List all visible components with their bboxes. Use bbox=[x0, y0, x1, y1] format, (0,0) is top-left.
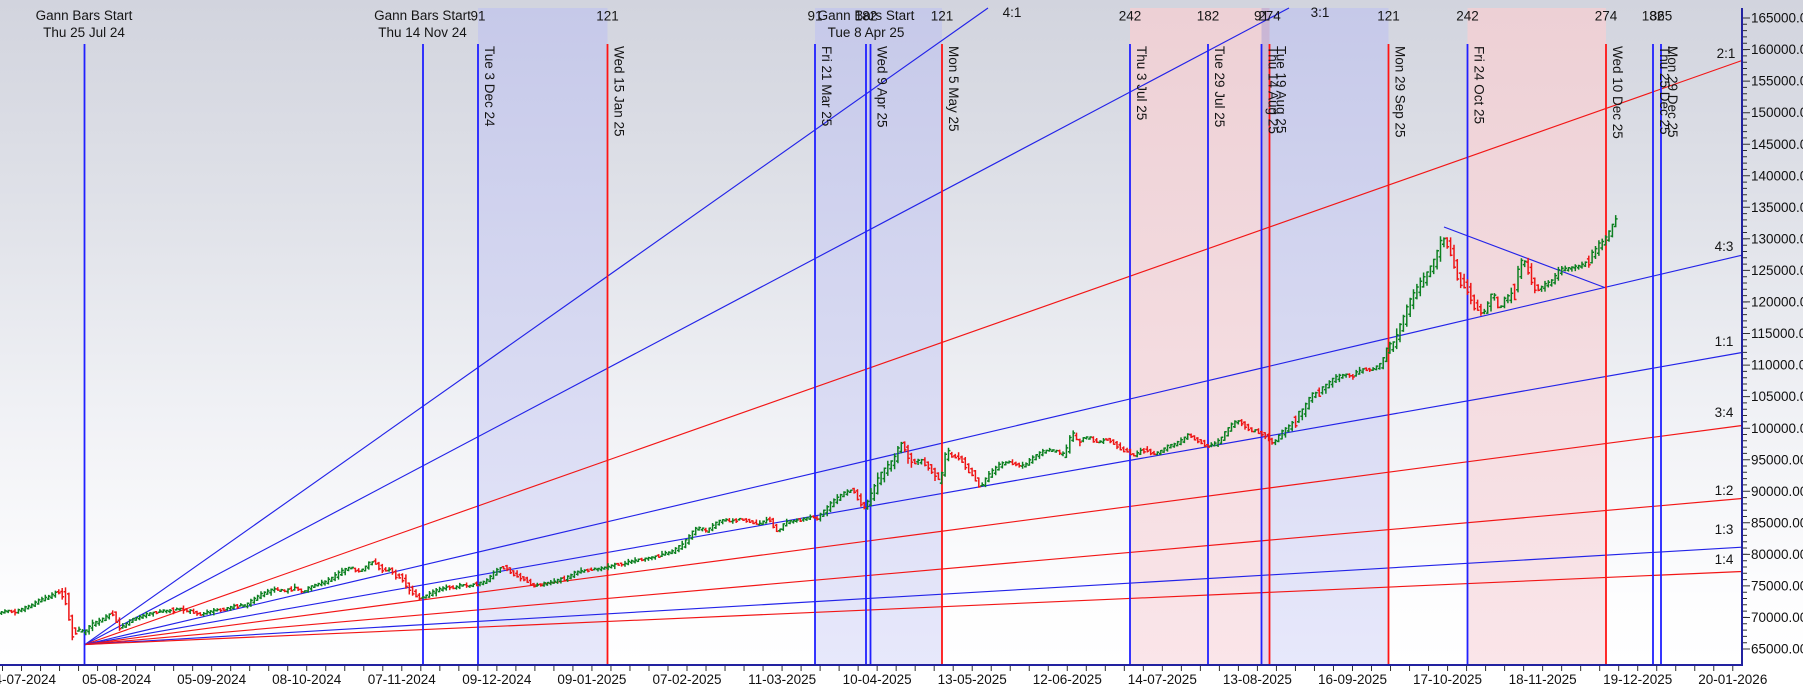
svg-text:Gann Bars Start: Gann Bars Start bbox=[374, 8, 471, 23]
svg-text:Wed 15 Jan 25: Wed 15 Jan 25 bbox=[612, 46, 627, 137]
svg-text:182: 182 bbox=[855, 9, 878, 24]
svg-text:Mon 29 Sep 25: Mon 29 Sep 25 bbox=[1393, 46, 1408, 138]
svg-text:100000.00: 100000.00 bbox=[1751, 421, 1803, 436]
svg-text:242: 242 bbox=[1456, 9, 1479, 24]
svg-text:182: 182 bbox=[1197, 9, 1220, 24]
svg-text:Thu 25 Jul 24: Thu 25 Jul 24 bbox=[43, 25, 125, 40]
svg-text:1:4: 1:4 bbox=[1715, 552, 1734, 567]
svg-text:Tue 8 Apr 25: Tue 8 Apr 25 bbox=[828, 25, 905, 40]
svg-text:145000.00: 145000.00 bbox=[1751, 137, 1803, 152]
svg-text:20-01-2026: 20-01-2026 bbox=[1698, 672, 1767, 687]
svg-text:274: 274 bbox=[1595, 9, 1618, 24]
svg-text:91: 91 bbox=[1254, 9, 1269, 24]
svg-text:3:1: 3:1 bbox=[1311, 5, 1330, 20]
svg-text:121: 121 bbox=[596, 9, 619, 24]
svg-text:70000.00: 70000.00 bbox=[1751, 610, 1803, 625]
svg-text:110000.00: 110000.00 bbox=[1751, 358, 1803, 373]
svg-text:13-05-2025: 13-05-2025 bbox=[938, 672, 1007, 687]
svg-text:Wed 10 Dec 25: Wed 10 Dec 25 bbox=[1610, 46, 1625, 139]
svg-text:95000.00: 95000.00 bbox=[1751, 452, 1803, 467]
svg-text:80000.00: 80000.00 bbox=[1751, 547, 1803, 562]
svg-text:05-08-2024: 05-08-2024 bbox=[82, 672, 152, 687]
svg-text:75000.00: 75000.00 bbox=[1751, 579, 1803, 594]
svg-text:16-09-2025: 16-09-2025 bbox=[1318, 672, 1387, 687]
svg-text:09-01-2025: 09-01-2025 bbox=[557, 672, 626, 687]
svg-text:18-11-2025: 18-11-2025 bbox=[1509, 672, 1577, 687]
svg-text:Tue 19 Aug 25: Tue 19 Aug 25 bbox=[1274, 46, 1289, 133]
svg-text:85000.00: 85000.00 bbox=[1751, 515, 1803, 530]
svg-text:07-11-2024: 07-11-2024 bbox=[368, 672, 437, 687]
svg-text:Thu 14 Nov 24: Thu 14 Nov 24 bbox=[378, 25, 467, 40]
svg-text:165000.00: 165000.00 bbox=[1751, 11, 1803, 26]
svg-text:65000.00: 65000.00 bbox=[1751, 642, 1803, 657]
svg-text:115000.00: 115000.00 bbox=[1751, 326, 1803, 341]
svg-text:Thu 14 Aug 25: Thu 14 Aug 25 bbox=[1266, 46, 1281, 134]
svg-text:10-04-2025: 10-04-2025 bbox=[843, 672, 912, 687]
svg-text:91: 91 bbox=[470, 9, 485, 24]
svg-text:121: 121 bbox=[931, 9, 954, 24]
svg-text:12-06-2025: 12-06-2025 bbox=[1033, 672, 1102, 687]
svg-text:121: 121 bbox=[1377, 9, 1400, 24]
svg-text:17-10-2025: 17-10-2025 bbox=[1413, 672, 1482, 687]
svg-text:Tue 3 Dec 24: Tue 3 Dec 24 bbox=[482, 46, 497, 127]
svg-text:125000.00: 125000.00 bbox=[1751, 263, 1803, 278]
svg-text:09-12-2024: 09-12-2024 bbox=[462, 672, 532, 687]
svg-text:3:4: 3:4 bbox=[1715, 405, 1734, 420]
svg-text:274: 274 bbox=[1258, 9, 1281, 24]
svg-text:135000.00: 135000.00 bbox=[1751, 200, 1803, 215]
svg-text:4:3: 4:3 bbox=[1715, 239, 1734, 254]
svg-text:1:1: 1:1 bbox=[1715, 334, 1734, 349]
svg-text:Gann Bars Start: Gann Bars Start bbox=[36, 8, 133, 23]
svg-text:155000.00: 155000.00 bbox=[1751, 74, 1803, 89]
svg-text:Tue 29 Jul 25: Tue 29 Jul 25 bbox=[1212, 46, 1227, 127]
svg-text:130000.00: 130000.00 bbox=[1751, 231, 1803, 246]
svg-text:1:2: 1:2 bbox=[1715, 483, 1734, 498]
svg-text:120000.00: 120000.00 bbox=[1751, 295, 1803, 310]
svg-text:140000.00: 140000.00 bbox=[1751, 168, 1803, 183]
svg-text:Mon 5 May 25: Mon 5 May 25 bbox=[946, 46, 961, 132]
svg-text:160000.00: 160000.00 bbox=[1751, 42, 1803, 57]
svg-text:2:1: 2:1 bbox=[1717, 46, 1736, 61]
svg-text:150000.00: 150000.00 bbox=[1751, 105, 1803, 120]
svg-text:05-09-2024: 05-09-2024 bbox=[177, 672, 247, 687]
svg-text:14-07-2025: 14-07-2025 bbox=[1128, 672, 1197, 687]
svg-text:07-02-2025: 07-02-2025 bbox=[652, 672, 721, 687]
svg-text:Fri 21 Mar 25: Fri 21 Mar 25 bbox=[819, 46, 834, 126]
svg-text:Gann Bars Start: Gann Bars Start bbox=[818, 8, 915, 23]
svg-text:Thu 25 Dec 25: Thu 25 Dec 25 bbox=[1657, 46, 1672, 135]
svg-text:105000.00: 105000.00 bbox=[1751, 389, 1803, 404]
svg-text:90000.00: 90000.00 bbox=[1751, 484, 1803, 499]
svg-text:4:1: 4:1 bbox=[1003, 5, 1022, 20]
svg-text:04-07-2024: 04-07-2024 bbox=[0, 672, 57, 687]
svg-text:Wed 9 Apr 25: Wed 9 Apr 25 bbox=[875, 46, 890, 128]
svg-text:08-10-2024: 08-10-2024 bbox=[272, 672, 342, 687]
svg-text:Mon 29 Dec 25: Mon 29 Dec 25 bbox=[1665, 46, 1680, 138]
svg-text:182: 182 bbox=[1642, 9, 1665, 24]
svg-text:13-08-2025: 13-08-2025 bbox=[1223, 672, 1292, 687]
svg-text:365: 365 bbox=[1650, 9, 1673, 24]
svg-text:91: 91 bbox=[807, 9, 822, 24]
svg-text:242: 242 bbox=[1119, 9, 1142, 24]
svg-text:1:3: 1:3 bbox=[1715, 522, 1734, 537]
svg-text:11-03-2025: 11-03-2025 bbox=[748, 672, 816, 687]
svg-text:Fri 24 Oct 25: Fri 24 Oct 25 bbox=[1472, 46, 1487, 124]
svg-text:Thu 3 Jul 25: Thu 3 Jul 25 bbox=[1134, 46, 1149, 120]
svg-text:19-12-2025: 19-12-2025 bbox=[1603, 672, 1672, 687]
